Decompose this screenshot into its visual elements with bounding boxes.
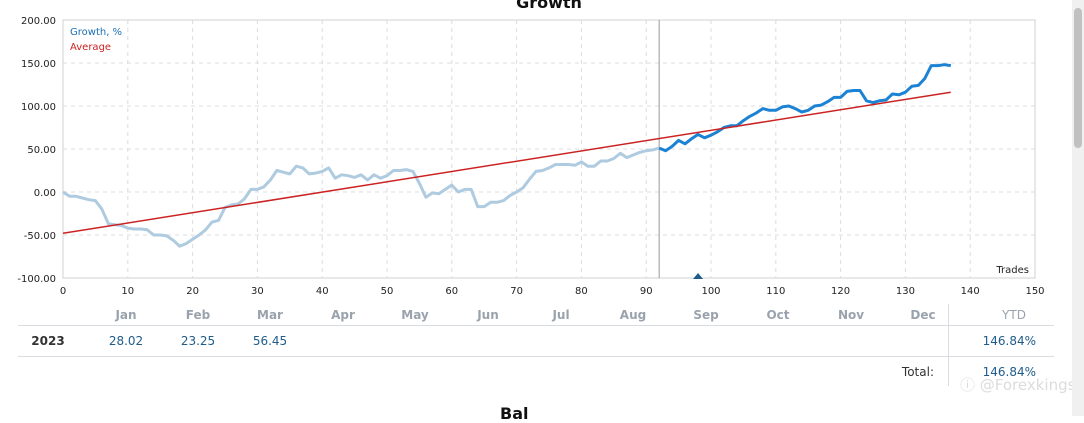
legend-average: Average <box>70 42 111 53</box>
month-nov: Nov <box>837 308 865 322</box>
ytd-header: YTD <box>1002 308 1026 322</box>
table-divider <box>18 325 1054 326</box>
growth-line-recent <box>658 63 952 153</box>
month-apr: Apr <box>331 308 355 322</box>
y-tick-label: -100.00 <box>17 274 56 285</box>
chart-title: Growth <box>516 0 582 12</box>
legend-growth: Growth, % <box>70 27 122 38</box>
x-tick-label: 110 <box>766 286 785 297</box>
y-tick-label: 50.00 <box>27 145 56 156</box>
x-tick-label: 90 <box>640 286 653 297</box>
month-may: May <box>401 308 429 322</box>
y-tick-label: 150.00 <box>21 59 56 70</box>
month-dec: Dec <box>910 308 936 322</box>
y-tick-label: 200.00 <box>21 16 56 27</box>
x-tick-label: 50 <box>381 286 394 297</box>
y-tick-label: -50.00 <box>24 231 56 242</box>
x-tick-label: 70 <box>510 286 523 297</box>
x-tick-label: 140 <box>961 286 980 297</box>
month-value-feb: 23.25 <box>180 334 216 348</box>
month-oct: Oct <box>766 308 790 322</box>
x-tick-label: 40 <box>316 286 329 297</box>
x-tick-label: 60 <box>445 286 458 297</box>
trade-marker <box>693 273 704 279</box>
watermark: ⓘ @Forexkings <box>960 376 1076 394</box>
ytd-column-divider <box>948 304 949 386</box>
month-value-jan: 28.02 <box>108 334 144 348</box>
month-jan: Jan <box>115 308 137 322</box>
scrollbar-thumb[interactable] <box>1074 8 1082 148</box>
average-line <box>62 91 951 235</box>
x-tick-label: 100 <box>701 286 720 297</box>
y-tick-label: 100.00 <box>21 102 56 113</box>
month-feb: Feb <box>185 308 211 322</box>
total-value: 146.84% <box>982 365 1036 379</box>
year-label: 2023 <box>31 334 65 348</box>
x-tick-label: 20 <box>186 286 199 297</box>
growth-chart: Growth 0 10 20 30 40 50 60 70 80 90 100 110 120 130 140… <box>17 0 1044 297</box>
month-jul: Jul <box>552 308 570 322</box>
x-tick-label: 10 <box>121 286 134 297</box>
x-tick-label: 120 <box>831 286 850 297</box>
months-header-row: Jan Feb Mar Apr May Jun Jul Aug Sep Oct … <box>0 304 1084 326</box>
x-tick-label: 30 <box>251 286 264 297</box>
month-aug: Aug <box>619 308 647 322</box>
x-tick-label: 0 <box>60 286 66 297</box>
x-tick-label: 80 <box>575 286 588 297</box>
y-tick-label: 0.00 <box>34 188 56 199</box>
x-tick-label: 150 <box>1025 286 1044 297</box>
growth-line-history <box>62 146 660 248</box>
month-jun: Jun <box>477 308 499 322</box>
x-tick-label: 130 <box>896 286 915 297</box>
page-scrollbar[interactable] <box>1072 0 1084 416</box>
total-label: Total: <box>901 365 934 379</box>
month-mar: Mar <box>257 308 283 322</box>
month-sep: Sep <box>693 308 719 322</box>
trades-label: Trades <box>995 265 1029 276</box>
next-section-title: Bal <box>500 404 529 423</box>
month-value-mar: 56.45 <box>252 334 288 348</box>
ytd-value: 146.84% <box>982 334 1036 348</box>
table-divider <box>18 356 1054 357</box>
